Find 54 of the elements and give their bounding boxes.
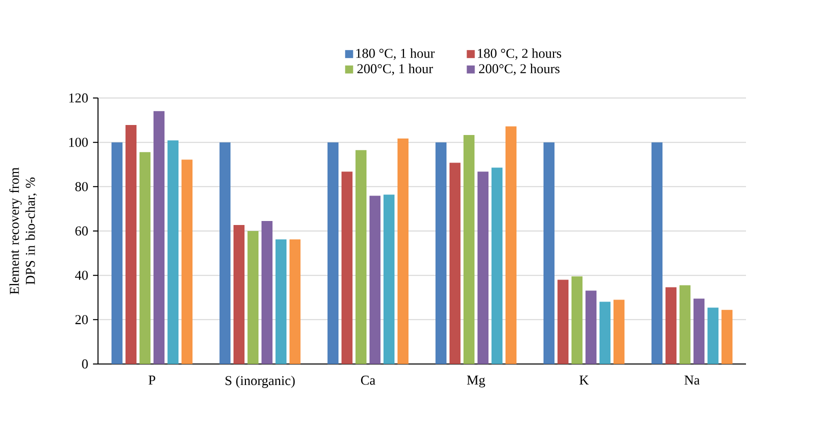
y-tick-label: 20 (75, 315, 88, 324)
x-tick-label: Na (684, 376, 700, 385)
legend-label: 180 °C, 1 hour (356, 48, 435, 60)
bar (248, 230, 259, 364)
y-tick-label: 60 (75, 226, 88, 236)
bar (262, 221, 273, 364)
bar (234, 225, 245, 364)
bar (613, 300, 624, 364)
bar (126, 125, 137, 364)
y-axis-title: Element recovery from DPS in bio-char, % (9, 167, 37, 294)
bar (328, 142, 338, 364)
bar (436, 142, 446, 364)
y-tick-label: 80 (75, 182, 88, 192)
x-tick-label: K (580, 376, 589, 385)
x-tick-label: P (148, 376, 156, 385)
bar (557, 280, 568, 364)
bar (112, 142, 123, 364)
bar (182, 160, 193, 364)
bar (450, 162, 460, 364)
bar (140, 152, 151, 364)
bar (168, 140, 179, 364)
bar (665, 287, 676, 364)
bar (477, 172, 488, 364)
bar (220, 142, 231, 364)
bar (651, 142, 662, 364)
legend-label: 180 °C, 2 hours (478, 48, 562, 60)
bar (356, 150, 367, 364)
bar (370, 196, 380, 364)
bar (464, 135, 474, 364)
bar (585, 290, 596, 364)
bar (707, 308, 718, 364)
bar (693, 298, 704, 364)
y-tick-label: 40 (75, 270, 88, 280)
x-tick-label: Mg (467, 376, 486, 388)
y-tick-label: 120 (69, 93, 88, 103)
bar (492, 168, 502, 364)
bar (679, 285, 690, 364)
bar (506, 126, 516, 364)
bar (154, 111, 165, 364)
bar (721, 310, 732, 364)
y-tick-label: 100 (69, 138, 88, 147)
bar (543, 142, 554, 364)
y-tick-label: 0 (82, 359, 88, 369)
bar (398, 138, 409, 364)
bar (342, 172, 353, 364)
legend-label: 200°C, 2 hours (479, 64, 560, 76)
bar (384, 194, 394, 364)
bar (599, 302, 610, 364)
bar (276, 239, 287, 364)
x-tick-label: S (inorganic) (226, 376, 295, 388)
legend-label: 200°C, 1 hour (357, 64, 433, 76)
x-tick-label: Ca (361, 376, 376, 385)
bar (290, 239, 301, 364)
bar (571, 276, 582, 364)
